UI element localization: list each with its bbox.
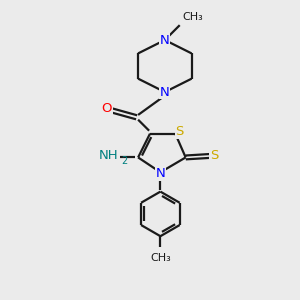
Text: S: S (175, 125, 184, 138)
Text: CH₃: CH₃ (150, 253, 171, 262)
Text: CH₃: CH₃ (183, 12, 203, 22)
Text: NH: NH (99, 149, 118, 162)
Text: N: N (155, 167, 165, 180)
Text: N: N (160, 85, 170, 98)
Text: N: N (160, 34, 170, 46)
Text: 2: 2 (121, 156, 127, 166)
Text: O: O (102, 102, 112, 115)
Text: S: S (210, 149, 218, 162)
